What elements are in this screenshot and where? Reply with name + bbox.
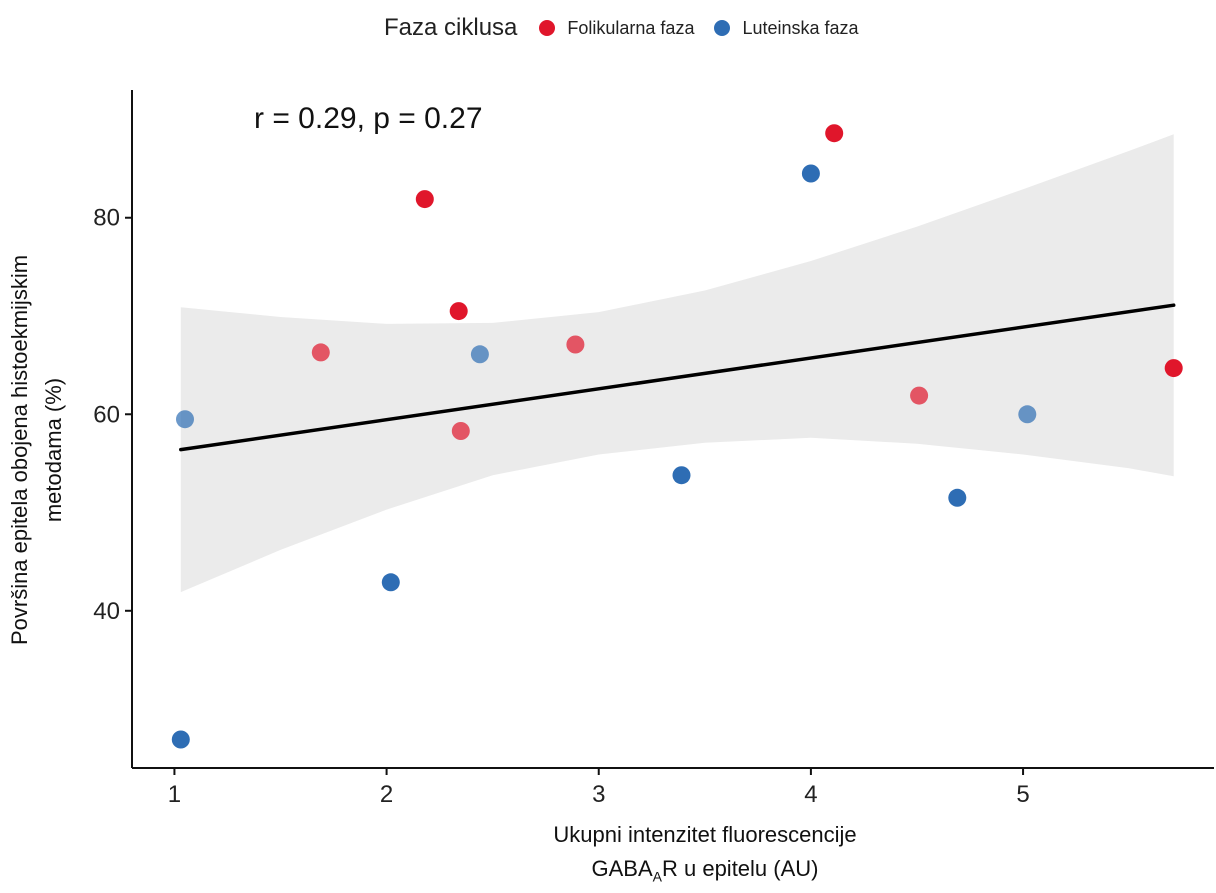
x-tick-label-2: 2: [380, 781, 393, 808]
legend-item-folikularna: Folikularna faza: [539, 18, 694, 39]
x-axis-label-line2: GABAAR u epitelu (AU): [380, 852, 1030, 893]
y-axis-label: Površina epitela obojena histoekmijskim …: [3, 150, 73, 750]
data-point-folikularna-6: [910, 386, 929, 405]
data-point-folikularna-5: [825, 124, 844, 143]
data-point-luteinska-7: [1018, 405, 1037, 424]
y-axis-label-line2: metodama (%): [41, 377, 66, 523]
regression-line: [179, 303, 1176, 452]
data-point-folikularna-0: [311, 343, 330, 362]
data-point-luteinska-3: [470, 345, 489, 364]
axes-layer: 1 2 3 4 5 40 60 80: [93, 90, 1214, 808]
data-point-folikularna-4: [566, 335, 585, 354]
data-point-folikularna-7: [1164, 359, 1183, 378]
x-axis-label-suffix: R u epitelu (AU): [661, 856, 819, 881]
x-tick-label-5: 5: [1016, 781, 1029, 808]
x-axis-label-prefix: GABA: [591, 856, 653, 881]
correlation-annotation: r = 0.29, p = 0.27: [254, 102, 483, 135]
y-tick-label-40: 40: [93, 598, 120, 625]
data-point-folikularna-2: [449, 302, 468, 321]
data-point-folikularna-1: [415, 190, 434, 209]
x-tick-label-3: 3: [592, 781, 605, 808]
y-tick-label-80: 80: [93, 205, 120, 232]
x-axis-label: Ukupni intenzitet fluorescencije GABAAR …: [380, 818, 1030, 893]
legend: Faza ciklusa Folikularna faza Luteinska …: [384, 14, 879, 42]
y-axis-label-line1: Površina epitela obojena histoekmijskim: [7, 254, 32, 646]
legend-item-luteinska: Luteinska faza: [714, 17, 859, 39]
data-point-folikularna-3: [451, 422, 470, 440]
x-axis-label-subscript: A: [652, 868, 662, 885]
x-axis-label-line1: Ukupni intenzitet fluorescencije: [553, 822, 857, 847]
y-tick-label-60: 60: [93, 401, 120, 428]
scatter-points-layer: [171, 124, 1183, 749]
legend-label-folikularna: Folikularna faza: [567, 17, 695, 38]
data-point-luteinska-0: [171, 730, 190, 749]
data-point-luteinska-5: [801, 164, 820, 183]
data-point-luteinska-1: [176, 410, 194, 429]
regression-line-layer: [179, 303, 1176, 452]
legend-swatch-folikularna: [539, 20, 556, 36]
x-tick-label-1: 1: [168, 781, 181, 808]
data-point-luteinska-6: [948, 488, 967, 507]
legend-title: Faza ciklusa: [384, 14, 518, 41]
legend-label-luteinska: Luteinska faza: [742, 17, 859, 38]
legend-swatch-luteinska: [714, 20, 731, 36]
x-tick-label-4: 4: [804, 781, 817, 808]
data-point-luteinska-4: [672, 466, 691, 485]
data-point-luteinska-2: [381, 573, 400, 592]
confidence-band: [180, 134, 1174, 593]
confidence-band-layer: [180, 134, 1174, 593]
